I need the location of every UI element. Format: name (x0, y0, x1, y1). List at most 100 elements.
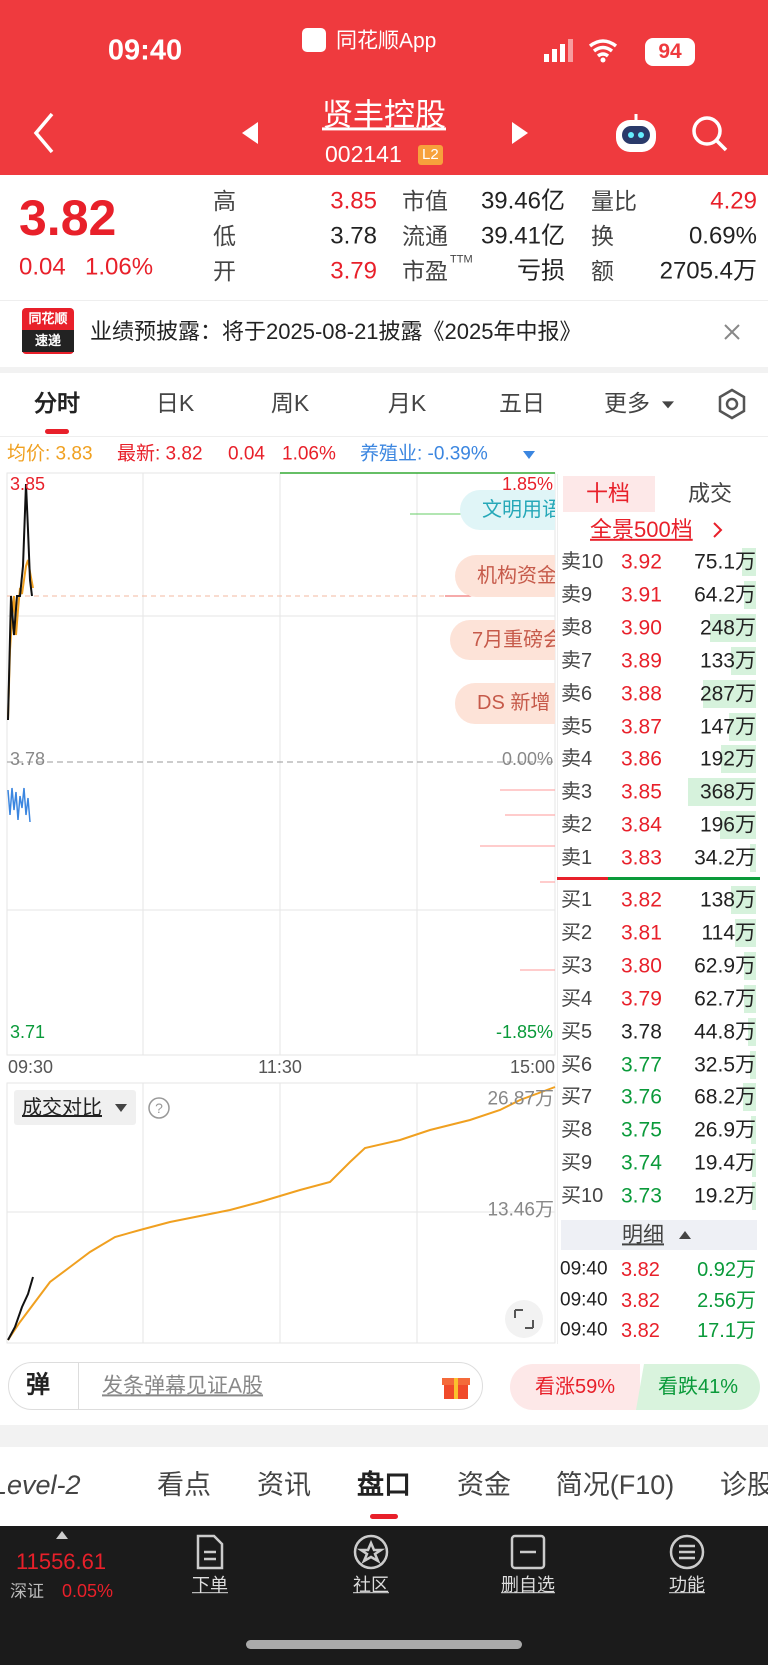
content-tab[interactable]: 诊股 (720, 1469, 768, 1500)
order-price: 3.76 (621, 1085, 662, 1109)
tab-underline (45, 429, 69, 434)
order-price: 3.80 (621, 954, 662, 978)
home-indicator (246, 1640, 522, 1649)
order-label: 买10 (561, 1185, 604, 1208)
order-volume: 62.9万 (694, 954, 756, 978)
avg-price: 均价: 3.83 (7, 443, 93, 465)
order-price: 3.92 (621, 550, 662, 574)
order-price: 3.90 (621, 616, 662, 640)
divider (0, 367, 768, 373)
ask-bid-divider (608, 877, 760, 880)
trade-price: 3.82 (621, 1320, 660, 1342)
period-tab[interactable]: 周K (270, 390, 310, 417)
gift-icon[interactable] (440, 1370, 472, 1402)
order-label: 买8 (561, 1119, 593, 1142)
order-volume: 19.2万 (694, 1184, 756, 1208)
trade-volume: 17.1万 (697, 1320, 756, 1342)
barrage-placeholder[interactable]: 发条弹幕见证A股 (102, 1374, 264, 1398)
settings-button[interactable] (716, 388, 748, 420)
status-icons (544, 39, 618, 63)
period-tab[interactable]: 五日 (499, 390, 545, 417)
time-label: 15:00 (509, 1057, 555, 1078)
barrage-input[interactable] (8, 1362, 483, 1410)
stat-label: 量比 (591, 188, 637, 215)
order-price: 3.85 (621, 780, 662, 804)
sector-change[interactable]: 养殖业: -0.39% (360, 443, 488, 465)
order-volume: 75.1万 (694, 550, 756, 574)
more-arrow[interactable] (662, 401, 674, 414)
level-badge: L2 (418, 145, 443, 165)
back-button[interactable] (30, 110, 60, 156)
order-price: 3.81 (621, 921, 662, 945)
order-book-tab[interactable]: 十档 (585, 480, 631, 506)
content-tab[interactable]: Level-2 (0, 1469, 81, 1500)
chat-bubble[interactable]: 文明用语 (460, 490, 555, 530)
nav-item[interactable]: 下单 (192, 1575, 228, 1596)
stat-value: 2705.4万 (659, 257, 757, 285)
content-tab[interactable]: 资讯 (257, 1469, 311, 1500)
volume-bar (752, 1182, 756, 1211)
selector-bg[interactable] (14, 1090, 136, 1125)
period-tab[interactable]: 更多 (604, 390, 650, 417)
close-notice[interactable] (722, 322, 742, 342)
search-button[interactable] (690, 114, 730, 154)
nav-item[interactable]: 删自选 (501, 1575, 555, 1596)
period-tab[interactable]: 分时 (34, 390, 80, 417)
volume-bar (751, 1116, 756, 1145)
content-tab[interactable]: 看点 (157, 1469, 211, 1500)
detail-arrow[interactable] (678, 1229, 692, 1241)
order-label: 买1 (561, 889, 593, 911)
bearish-vote[interactable]: 看跌41% (636, 1364, 760, 1410)
stock-name[interactable]: 贤丰控股 (322, 97, 446, 133)
order-label: 卖7 (561, 649, 593, 672)
time-label: 11:30 (258, 1057, 302, 1078)
full-depth-link[interactable]: 全景500档 (590, 516, 693, 542)
stat-value: 0.69% (688, 222, 757, 250)
stock-code: 002141 (325, 141, 402, 168)
period-tab[interactable]: 日K (155, 390, 195, 417)
volume-bar (749, 1050, 756, 1079)
dropdown-arrow[interactable] (114, 1102, 128, 1114)
index-arrow (56, 1531, 68, 1539)
nav-item[interactable]: 功能 (669, 1575, 705, 1596)
bullish-vote[interactable]: 看涨59% (510, 1364, 640, 1410)
order-price: 3.75 (621, 1118, 662, 1142)
dropdown-arrow[interactable] (522, 449, 536, 461)
link-arrow (713, 522, 723, 538)
pct-high-label: 1.85% (501, 474, 553, 495)
order-book-tab[interactable]: 成交 (687, 480, 733, 506)
order-price: 3.74 (621, 1151, 662, 1175)
chat-bubble[interactable]: 机构资金 (455, 555, 555, 597)
order-label: 买6 (561, 1053, 593, 1076)
volume-bar (744, 984, 756, 1013)
index-value[interactable]: 11556.61 (16, 1548, 107, 1574)
price-change: 0.04 (19, 253, 66, 281)
help-icon[interactable]: ? (147, 1096, 171, 1120)
assistant-icon[interactable] (612, 112, 660, 156)
stat-label-sup: TTM (450, 253, 473, 266)
order-label: 卖5 (561, 715, 593, 738)
content-tab[interactable]: 简况(F10) (555, 1469, 675, 1500)
period-tab[interactable]: 月K (387, 390, 427, 417)
barrage-icon[interactable]: 弹 (26, 1371, 50, 1399)
latest-change: 0.04 (228, 443, 265, 465)
divider (0, 1425, 768, 1447)
chat-bubble[interactable]: DS 新增 (455, 683, 555, 724)
volume-bar (731, 646, 756, 675)
content-tab[interactable]: 盘口 (357, 1469, 411, 1500)
app-icon (302, 28, 326, 52)
order-volume: 147万 (699, 714, 756, 738)
next-stock[interactable] (508, 120, 532, 146)
notice-text[interactable]: 业绩预披露：将于2025-08-21披露《2025年中报》 (90, 318, 582, 344)
nav-item[interactable]: 社区 (353, 1575, 389, 1596)
content-tab[interactable]: 资金 (457, 1469, 511, 1500)
order-label: 卖1 (561, 847, 593, 870)
detail-toggle[interactable]: 明细 (622, 1223, 664, 1247)
prev-stock[interactable] (238, 120, 262, 146)
order-price: 3.79 (621, 987, 662, 1011)
volume-selector[interactable]: 成交对比 (22, 1097, 102, 1119)
chat-bubble[interactable]: 7月重磅会 (450, 620, 555, 660)
order-label: 卖4 (561, 748, 593, 771)
pct-low-label: -1.85% (495, 1022, 553, 1043)
volume-bar (710, 613, 756, 642)
